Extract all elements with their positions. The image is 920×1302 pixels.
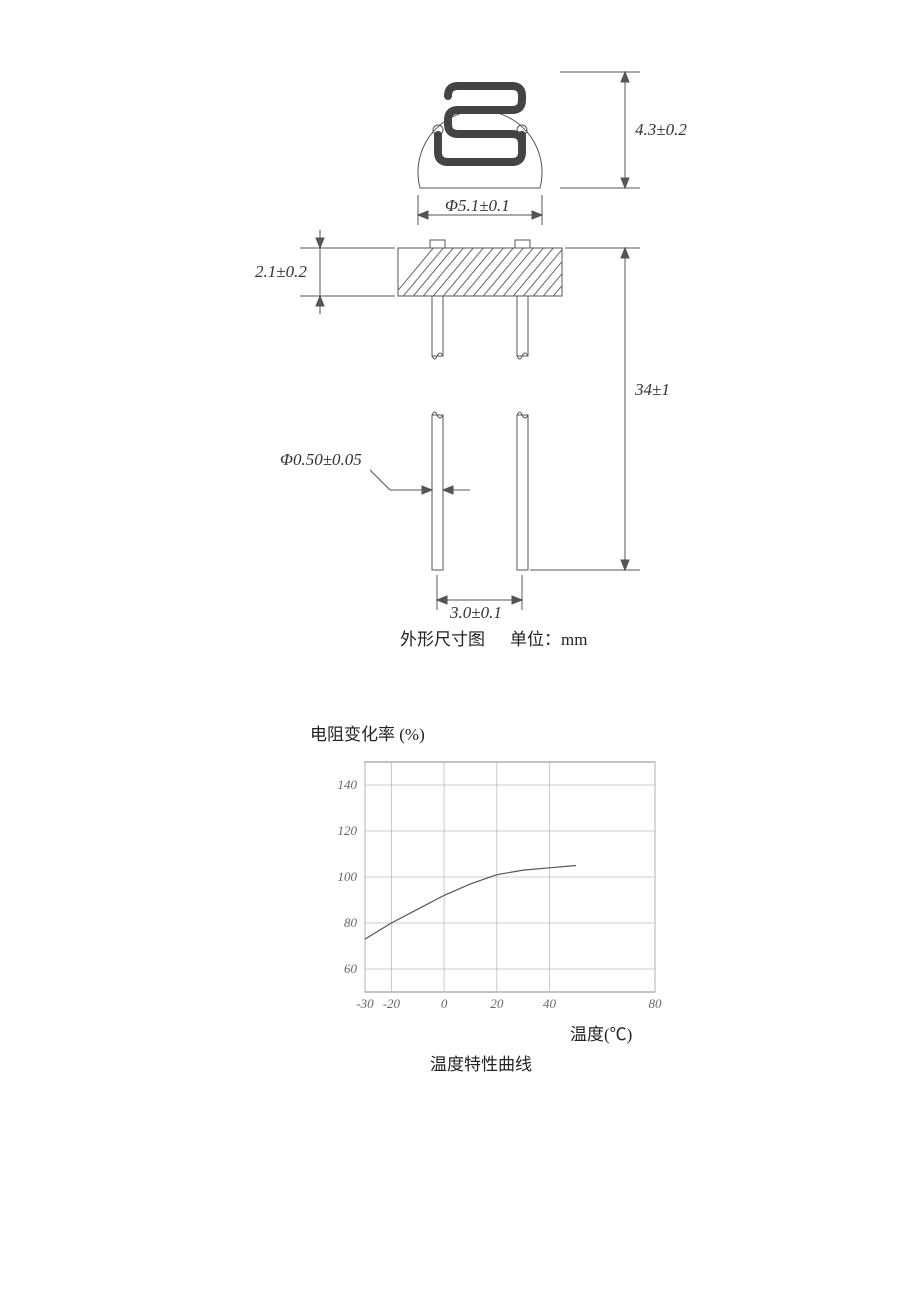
svg-text:80: 80 bbox=[649, 996, 663, 1011]
svg-text:20: 20 bbox=[490, 996, 504, 1011]
svg-text:80: 80 bbox=[344, 915, 358, 930]
svg-text:-20: -20 bbox=[383, 996, 401, 1011]
temperature-chart: -30 -20 0 20 40 80 60 80 100 120 140 bbox=[0, 750, 920, 1070]
chart-title: 电阻变化率 (%) bbox=[310, 720, 425, 745]
diagram-caption-left: 外形尺寸图 bbox=[400, 625, 485, 650]
dim-lead-diameter: Φ0.50±0.05 bbox=[280, 450, 362, 470]
dimension-diagram bbox=[0, 0, 920, 650]
dim-lead-spacing: 3.0±0.1 bbox=[450, 603, 502, 623]
svg-text:-30: -30 bbox=[356, 996, 374, 1011]
chart-caption: 温度特性曲线 bbox=[430, 1050, 532, 1075]
dim-height-top: 4.3±0.2 bbox=[635, 120, 687, 140]
svg-text:60: 60 bbox=[344, 961, 358, 976]
chart-xlabel: 温度(℃) bbox=[570, 1020, 632, 1045]
page-root: 4.3±0.2 Φ5.1±0.1 2.1±0.2 34±1 Φ0.50±0.05… bbox=[0, 0, 920, 1302]
dim-body-thickness: 2.1±0.2 bbox=[255, 262, 307, 282]
dim-diameter: Φ5.1±0.1 bbox=[445, 196, 510, 216]
svg-text:0: 0 bbox=[441, 996, 448, 1011]
dim-overall-length: 34±1 bbox=[635, 380, 670, 400]
svg-text:40: 40 bbox=[543, 996, 557, 1011]
svg-text:140: 140 bbox=[338, 777, 358, 792]
svg-text:100: 100 bbox=[338, 869, 358, 884]
svg-text:120: 120 bbox=[338, 823, 358, 838]
diagram-caption-right: 单位：mm bbox=[510, 625, 587, 650]
